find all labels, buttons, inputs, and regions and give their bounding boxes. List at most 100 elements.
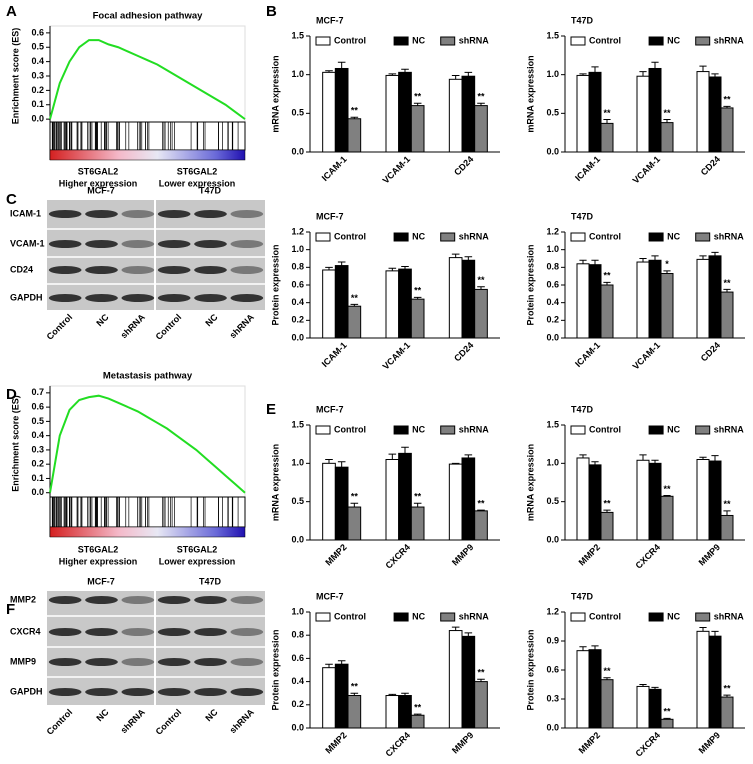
panel-label: A — [6, 3, 17, 20]
lane-label: shRNA — [119, 707, 148, 736]
error-bar — [639, 454, 647, 461]
y-tick-label: 0.2 — [546, 315, 559, 325]
chart-title: MCF-7 — [316, 591, 344, 601]
x-tick-label: VCAM-1 — [381, 340, 412, 371]
blot-band — [157, 210, 191, 218]
y-tick-label: 0.6 — [31, 401, 44, 411]
significance-label: ** — [414, 92, 422, 102]
bar — [708, 635, 722, 729]
bar — [660, 718, 674, 729]
y-axis-label: Enrichment score (ES) — [10, 28, 20, 125]
bar — [334, 67, 349, 153]
bar — [720, 696, 734, 729]
bar — [461, 457, 476, 541]
lane-label: NC — [94, 707, 111, 724]
x-tick-label: MMP2 — [577, 730, 602, 755]
blot-band — [157, 240, 191, 248]
blot-band — [85, 628, 118, 636]
group-label: Higher expression — [59, 178, 138, 188]
y-tick-label: 1.0 — [291, 244, 304, 254]
y-tick-label: 1.5 — [291, 419, 304, 429]
x-tick-label: CXCR4 — [633, 542, 662, 571]
chart-title: T47D — [571, 15, 594, 25]
significance-label: ** — [603, 108, 611, 118]
legend-swatch — [695, 425, 711, 435]
significance-label: ** — [663, 707, 671, 717]
error-bar — [401, 446, 409, 454]
bar — [588, 71, 602, 153]
error-bar — [451, 74, 460, 80]
blot-band — [230, 240, 264, 248]
x-tick-label: VCAM-1 — [631, 340, 662, 371]
bar — [461, 635, 476, 729]
error-bar — [579, 454, 587, 458]
error-bar — [401, 68, 409, 73]
blot-band — [48, 266, 82, 274]
significance-label: ** — [351, 293, 359, 303]
y-tick-label: 0.3 — [31, 444, 44, 454]
bar — [636, 685, 650, 729]
blot-row-label: GAPDH — [10, 686, 43, 696]
significance-label: ** — [603, 498, 611, 508]
blot-band — [85, 596, 118, 604]
y-axis-label: mRNA expression — [525, 55, 535, 132]
legend-label: Control — [589, 35, 621, 45]
bar — [347, 695, 362, 729]
chart-title: Focal adhesion pathway — [93, 11, 204, 22]
error-bar — [350, 502, 359, 508]
significance-label: ** — [351, 106, 359, 116]
error-bar — [651, 61, 659, 69]
blot-band — [85, 688, 118, 696]
x-tick-label: CD24 — [452, 340, 475, 363]
blot-band — [194, 596, 227, 604]
error-bar — [413, 713, 422, 716]
legend-label: shRNA — [714, 424, 745, 434]
bar — [322, 71, 336, 153]
error-bar — [579, 646, 587, 651]
y-tick-label: 1.5 — [546, 30, 559, 40]
bar — [347, 506, 362, 541]
group-label: Lower expression — [159, 556, 236, 566]
bar — [448, 78, 463, 153]
lane-label: shRNA — [119, 312, 148, 341]
y-tick-label: 0.4 — [291, 676, 304, 686]
cell-line-label: T47D — [199, 576, 222, 586]
error-bar — [591, 461, 599, 465]
x-tick-label: VCAM-1 — [381, 154, 412, 185]
group-label: ST6GAL2 — [78, 544, 119, 554]
bar — [398, 71, 412, 153]
chart-title: T47D — [571, 404, 594, 414]
legend-label: shRNA — [459, 424, 490, 434]
blot-band — [121, 628, 155, 636]
blot-band — [194, 294, 227, 302]
error-bar — [711, 251, 719, 256]
panel-label: B — [266, 3, 277, 20]
error-bar — [413, 296, 422, 300]
y-tick-label: 0.4 — [31, 430, 44, 440]
significance-label: ** — [663, 484, 671, 494]
legend-swatch — [440, 232, 456, 242]
y-tick-label: 0.4 — [291, 297, 304, 307]
bar — [696, 71, 710, 153]
lane-label: shRNA — [228, 312, 257, 341]
legend-swatch — [315, 612, 331, 622]
bar — [600, 679, 614, 729]
chart-title: MCF-7 — [316, 404, 344, 414]
error-bar — [663, 717, 671, 720]
y-tick-label: 0.5 — [31, 42, 44, 52]
error-bar — [639, 684, 647, 687]
blot-band — [85, 266, 118, 274]
y-tick-label: 0.4 — [546, 297, 559, 307]
legend-swatch — [570, 36, 586, 46]
error-bar — [603, 119, 611, 124]
legend-label: NC — [412, 611, 425, 621]
legend-swatch — [695, 36, 711, 46]
error-bar — [651, 459, 659, 464]
significance-label: ** — [723, 684, 731, 694]
error-bar — [413, 102, 422, 106]
legend-swatch — [695, 232, 711, 242]
error-bar — [388, 453, 397, 460]
bar — [474, 681, 488, 729]
bar — [708, 76, 722, 153]
